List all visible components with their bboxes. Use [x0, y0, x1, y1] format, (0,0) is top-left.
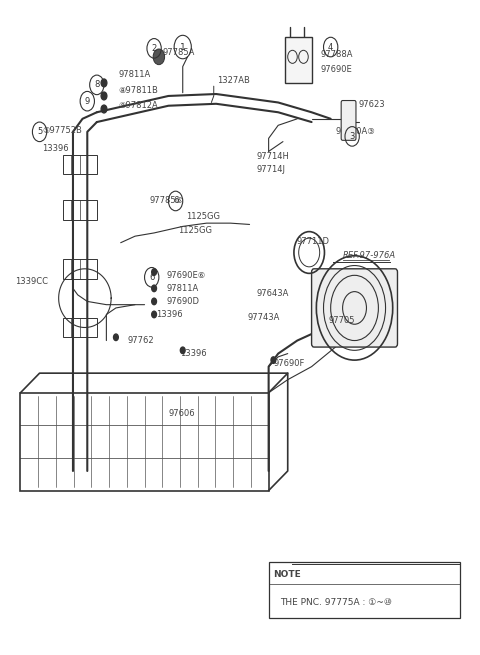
- Text: 6: 6: [173, 196, 178, 206]
- Text: 97623: 97623: [359, 100, 385, 109]
- Circle shape: [101, 105, 107, 113]
- Circle shape: [152, 298, 156, 305]
- Text: 97690E: 97690E: [320, 65, 352, 74]
- Text: 97714J: 97714J: [257, 165, 286, 174]
- Text: 1: 1: [180, 43, 186, 52]
- Text: 97690D: 97690D: [166, 297, 199, 306]
- Text: 97743A: 97743A: [247, 313, 279, 322]
- Text: ⑧97811B: ⑧97811B: [118, 86, 158, 94]
- Text: 97711D: 97711D: [296, 237, 329, 246]
- Text: 97811A: 97811A: [166, 284, 198, 293]
- Text: 97714H: 97714H: [257, 152, 289, 161]
- Text: 97690E⑥: 97690E⑥: [166, 271, 205, 280]
- Text: ⑤97752B: ⑤97752B: [42, 126, 82, 135]
- Text: 97811A: 97811A: [118, 70, 151, 79]
- Text: 8: 8: [94, 81, 99, 89]
- Text: 9: 9: [84, 97, 90, 105]
- Text: 97788A: 97788A: [320, 50, 353, 60]
- Text: 97785A: 97785A: [163, 48, 195, 57]
- Circle shape: [152, 285, 156, 291]
- Text: 13396: 13396: [180, 349, 207, 358]
- Text: 1339CC: 1339CC: [15, 277, 48, 286]
- FancyBboxPatch shape: [285, 37, 312, 83]
- Circle shape: [114, 334, 118, 341]
- Text: 1125GG: 1125GG: [187, 212, 220, 221]
- Circle shape: [180, 347, 185, 354]
- Circle shape: [271, 357, 276, 364]
- Text: 97643A: 97643A: [257, 289, 289, 298]
- Circle shape: [152, 311, 156, 318]
- Text: 97690F: 97690F: [274, 359, 305, 368]
- Circle shape: [152, 269, 156, 275]
- Text: 97785⑥: 97785⑥: [149, 196, 183, 205]
- Text: THE PNC. 97775A : ①~⑩: THE PNC. 97775A : ①~⑩: [281, 598, 393, 607]
- Text: 1327AB: 1327AB: [217, 77, 250, 85]
- Text: 5: 5: [37, 127, 42, 136]
- Text: 97705: 97705: [328, 316, 355, 326]
- Text: NOTE: NOTE: [274, 570, 301, 579]
- Text: 13396: 13396: [42, 143, 69, 153]
- Text: 4: 4: [328, 43, 333, 52]
- FancyBboxPatch shape: [341, 100, 356, 140]
- Text: 1125GG: 1125GG: [178, 227, 212, 235]
- Text: 97762: 97762: [128, 336, 155, 345]
- Text: 97606: 97606: [168, 409, 195, 418]
- Text: 13396: 13396: [156, 310, 183, 319]
- Circle shape: [101, 92, 107, 100]
- Text: 97690A③: 97690A③: [336, 127, 375, 136]
- Text: ⑨97812A: ⑨97812A: [118, 102, 158, 110]
- Text: REF.97-976A: REF.97-976A: [343, 252, 396, 260]
- Text: 3: 3: [349, 132, 355, 141]
- Text: 2: 2: [152, 44, 157, 53]
- Circle shape: [101, 79, 107, 87]
- FancyBboxPatch shape: [312, 269, 397, 347]
- Text: 6: 6: [149, 272, 155, 282]
- Circle shape: [153, 49, 165, 65]
